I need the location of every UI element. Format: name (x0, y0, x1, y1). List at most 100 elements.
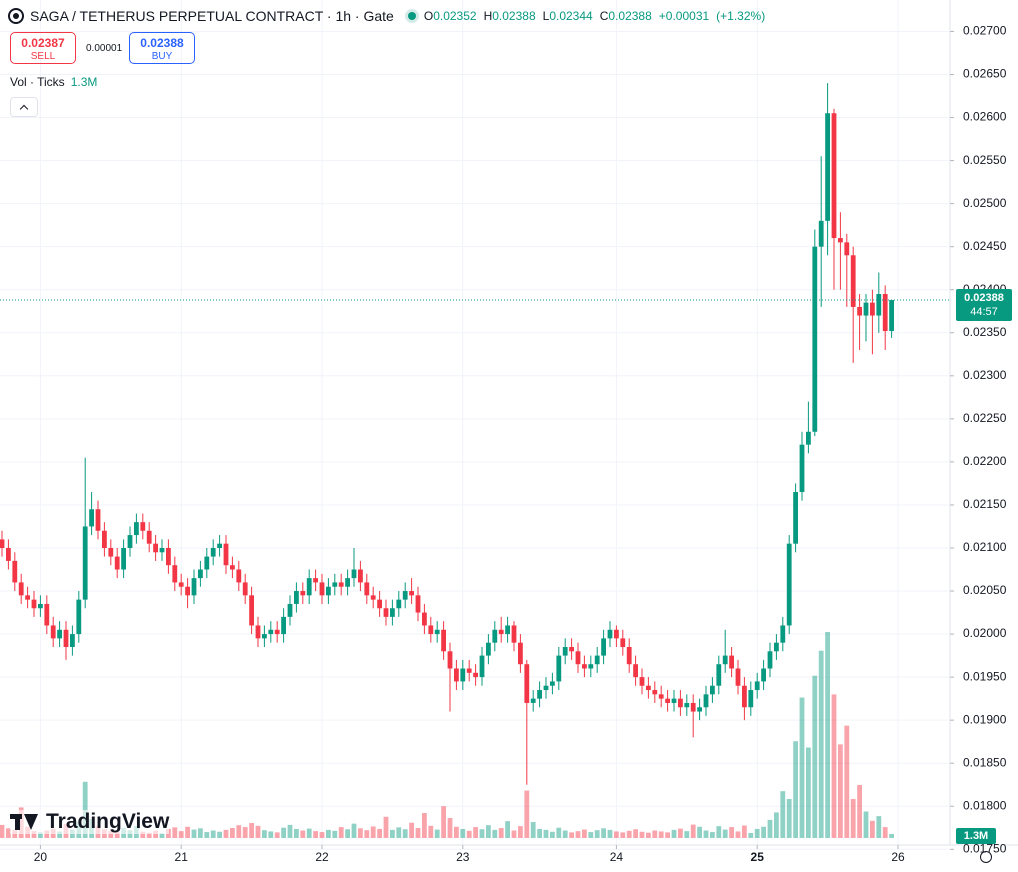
candle-body (716, 664, 722, 686)
candle-body (844, 242, 850, 256)
candle-body (306, 578, 312, 596)
volume-bar (652, 830, 658, 838)
candle-body (108, 547, 114, 557)
watermark-text: TradingView (46, 810, 170, 833)
volume-bar (466, 830, 472, 838)
candle-body (198, 569, 203, 579)
volume-bar (742, 825, 747, 838)
candle-body (562, 646, 568, 656)
volume-bar (646, 832, 651, 838)
settings-button[interactable] (980, 851, 992, 863)
y-tick-label: 0.02050 (963, 583, 1007, 597)
candle-body (255, 625, 261, 639)
candle-body (825, 113, 830, 221)
candle-body (678, 698, 683, 708)
volume-bar (351, 823, 357, 838)
candle-body (18, 582, 24, 596)
candle-body (639, 677, 645, 686)
volume-bar (473, 827, 478, 838)
candle-body (185, 586, 190, 596)
watermark-logo (10, 814, 40, 830)
buy-price: 0.02388 (140, 36, 184, 50)
candle-body (268, 629, 274, 635)
candle-body (767, 651, 773, 669)
candle-body (332, 582, 338, 587)
candle-body (390, 608, 395, 617)
volume-bar (486, 825, 491, 838)
volume-bar (332, 830, 338, 838)
candle-body (812, 246, 818, 432)
ohlc-value: 0.02344 (549, 9, 593, 23)
volume-bar (44, 830, 50, 838)
x-tick-label: 20 (34, 850, 48, 864)
volume-bar (441, 806, 446, 838)
candle-body (857, 306, 862, 316)
volume-bar (460, 828, 466, 838)
volume-bar (249, 823, 254, 838)
buy-button[interactable]: 0.02388 BUY (129, 32, 195, 64)
candle-body (742, 685, 747, 708)
volume-bar (850, 798, 856, 838)
candle-body (0, 539, 5, 548)
candle-body (76, 599, 82, 635)
candle-body (838, 238, 843, 243)
candle-body (684, 702, 690, 708)
candle-body (665, 698, 670, 703)
volume-bar (370, 826, 376, 838)
candle-body (249, 595, 254, 626)
volume-bar (172, 827, 178, 838)
volume-bar (857, 784, 862, 838)
ohlc-value: 0.02388 (492, 9, 536, 23)
ohlc-label: H (483, 9, 493, 23)
volume-bar (434, 829, 440, 838)
watermark[interactable]: TradingView (10, 810, 170, 834)
volume-title[interactable]: Vol · Ticks (10, 75, 65, 89)
symbol-icon (8, 8, 24, 24)
candle-body (351, 569, 357, 579)
volume-bar (358, 828, 363, 838)
candle-body (44, 603, 50, 626)
symbol-title[interactable]: SAGA / TETHERUS PERPETUAL CONTRACT · 1h … (30, 8, 394, 24)
candle-body (524, 664, 530, 703)
volume-bar (550, 831, 555, 838)
volume-bar (313, 831, 318, 838)
volume-bar (127, 830, 133, 838)
candle-body (70, 634, 75, 647)
candle-body (786, 543, 792, 626)
market-status (407, 12, 416, 20)
volume-bar (306, 828, 312, 838)
volume-bar (722, 829, 728, 838)
y-tick-label: 0.02100 (963, 540, 1007, 554)
candle-body (882, 294, 888, 332)
candle-body (473, 672, 478, 678)
volume-bar (345, 829, 350, 838)
candle-body (287, 603, 293, 617)
candle-body (729, 655, 734, 669)
candle-body (626, 646, 632, 665)
sell-label: SELL (30, 51, 56, 62)
candle-body (294, 591, 299, 604)
volume-bar (204, 832, 210, 838)
volume-bar (262, 830, 267, 838)
volume-bar (569, 832, 574, 838)
candle-body (38, 603, 43, 609)
candle-body (735, 668, 741, 686)
ohlc-label: O (423, 9, 434, 23)
collapse-button[interactable] (10, 97, 38, 117)
volume-bar (114, 832, 120, 838)
candle-body (25, 595, 30, 600)
volume-bar (761, 826, 766, 838)
volume-bar (754, 828, 760, 838)
candle-body (806, 431, 811, 445)
sell-button[interactable]: 0.02387 SELL (10, 32, 76, 64)
candle-body (876, 294, 882, 316)
volume-bar (844, 725, 850, 838)
candle-body (582, 664, 587, 669)
candle-body (671, 698, 677, 703)
candle-body (441, 629, 446, 652)
volume-bar (806, 747, 811, 838)
volume-bar (639, 831, 645, 838)
volume-bar (268, 831, 274, 838)
candle-body (172, 565, 178, 583)
